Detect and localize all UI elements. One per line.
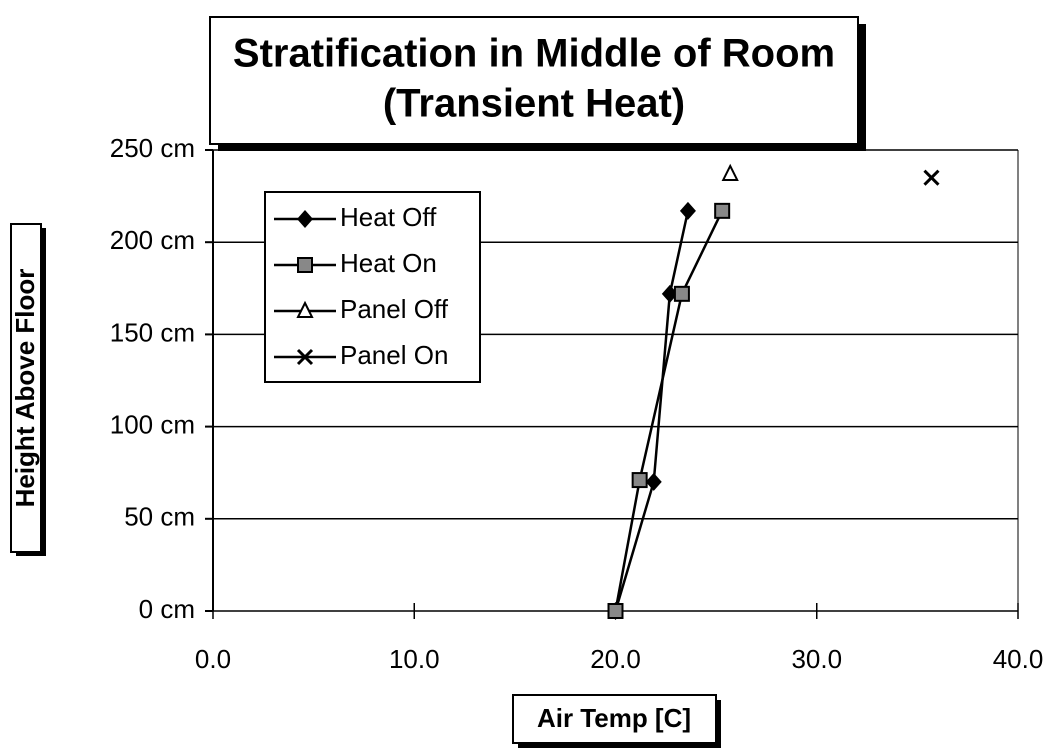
series-line (614, 210, 724, 612)
ylabel-box (10, 223, 42, 553)
legend-label: Panel On (340, 340, 448, 370)
marker (631, 472, 648, 489)
y-tick-label: 0 cm (139, 594, 195, 624)
marker (607, 603, 624, 619)
x-tick-label: 30.0 (791, 644, 842, 674)
chart-title: (Transient Heat) (383, 82, 685, 126)
xlabel-box (512, 694, 717, 744)
y-tick-label: 100 cm (110, 409, 195, 439)
x-tick-label: 0.0 (195, 644, 231, 674)
x-tick-label: 40.0 (993, 644, 1044, 674)
y-axis-label: Height Above Floor (10, 269, 40, 508)
legend-marker (296, 348, 314, 366)
marker (673, 285, 690, 302)
title-box (209, 16, 859, 145)
y-tick-label: 50 cm (124, 502, 195, 532)
chart-title: Stratification in Middle of Room (233, 32, 835, 76)
legend-label: Panel Off (340, 294, 449, 324)
legend-marker (297, 210, 313, 228)
y-tick-label: 150 cm (110, 317, 195, 347)
y-tick-label: 200 cm (110, 225, 195, 255)
marker (645, 472, 662, 491)
x-axis-label: Air Temp [C] (537, 703, 691, 733)
y-tick-label: 250 cm (110, 133, 195, 163)
legend-label: Heat On (340, 248, 437, 278)
legend-marker (297, 257, 313, 273)
legend-label: Heat Off (340, 202, 437, 232)
marker (714, 202, 731, 219)
marker (721, 163, 739, 181)
x-tick-label: 10.0 (389, 644, 440, 674)
marker (661, 284, 678, 303)
legend-box (264, 191, 481, 383)
x-tick-label: 20.0 (590, 644, 641, 674)
marker (679, 201, 696, 220)
legend-marker (296, 300, 314, 318)
marker (923, 169, 940, 186)
